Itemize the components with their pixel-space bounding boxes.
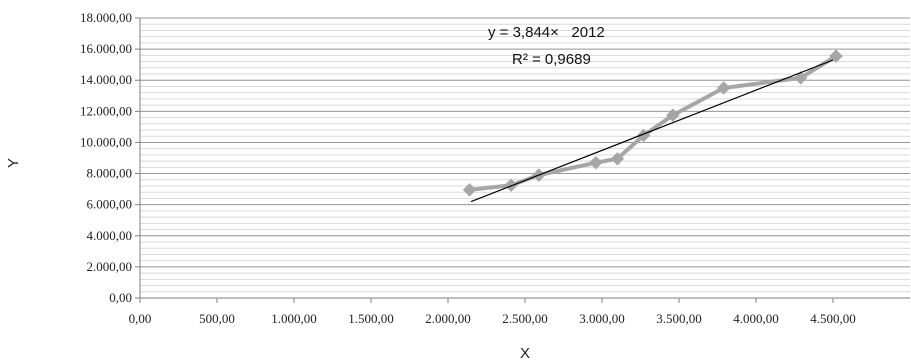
x-tick-label: 4.500,00 bbox=[810, 311, 856, 326]
y-tick-label: 0,00 bbox=[109, 290, 132, 305]
data-point bbox=[666, 108, 680, 122]
y-tick-label: 18.000,00 bbox=[80, 10, 132, 25]
trendline-group bbox=[470, 59, 834, 203]
y-tick-label: 2.000,00 bbox=[87, 259, 133, 274]
y-tick-label: 4.000,00 bbox=[87, 228, 133, 243]
x-tick-label: 3.000,00 bbox=[579, 311, 625, 326]
data-point bbox=[462, 183, 477, 197]
data-point bbox=[589, 155, 603, 170]
trendline-equation: y = 3,844× 2012 bbox=[488, 24, 605, 41]
trendline-r-squared: R² = 0,9689 bbox=[512, 51, 591, 68]
x-tick-label: 4.000,00 bbox=[733, 311, 779, 326]
trendline bbox=[470, 59, 834, 203]
data-point bbox=[793, 71, 808, 85]
axes bbox=[135, 17, 910, 303]
x-tick-label: 3.500,00 bbox=[656, 311, 702, 326]
x-tick-label: 1.500,00 bbox=[348, 311, 394, 326]
x-tick-labels: 0,00 500,00 1.000,00 1.500,00 2.000,00 2.500,… bbox=[129, 311, 856, 326]
y-tick-label: 16.000,00 bbox=[80, 41, 132, 56]
x-tick-label: 1.000,00 bbox=[271, 311, 317, 326]
x-axis-title: X bbox=[520, 345, 530, 362]
x-tick-label: 0,00 bbox=[129, 311, 152, 326]
x-tick-label: 2.500,00 bbox=[502, 311, 548, 326]
y-tick-label: 8.000,00 bbox=[87, 166, 133, 181]
data-point bbox=[829, 49, 843, 63]
y-tick-label: 12.000,00 bbox=[80, 103, 132, 118]
data-point bbox=[716, 81, 731, 95]
y-tick-label: 10.000,00 bbox=[80, 134, 132, 149]
y-tick-label: 6.000,00 bbox=[87, 197, 133, 212]
y-axis-title: Y bbox=[5, 158, 22, 168]
x-tick-label: 2.000,00 bbox=[425, 311, 471, 326]
series-line bbox=[469, 54, 838, 192]
y-tick-labels: 0,00 2.000,00 4.000,00 6.000,00 8.000,00 10.0… bbox=[80, 10, 132, 305]
x-tick-label: 500,00 bbox=[199, 311, 235, 326]
data-point bbox=[610, 152, 625, 166]
y-tick-label: 14.000,00 bbox=[80, 72, 132, 87]
data-point bbox=[504, 178, 518, 192]
